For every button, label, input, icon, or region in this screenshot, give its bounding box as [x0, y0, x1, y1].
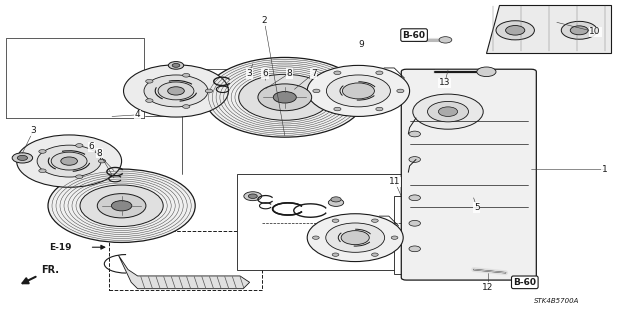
Circle shape — [205, 89, 212, 93]
Text: 9: 9 — [359, 40, 364, 49]
Circle shape — [51, 152, 87, 170]
Circle shape — [376, 107, 383, 111]
Text: FR.: FR. — [22, 265, 59, 283]
Circle shape — [372, 253, 378, 256]
Text: 13: 13 — [439, 78, 451, 87]
Text: 11: 11 — [389, 177, 401, 186]
Circle shape — [172, 63, 180, 67]
Circle shape — [312, 236, 319, 239]
Circle shape — [477, 67, 496, 77]
Text: 5: 5 — [474, 203, 479, 212]
Circle shape — [438, 107, 458, 116]
Circle shape — [239, 74, 331, 120]
Circle shape — [111, 201, 132, 211]
Circle shape — [561, 21, 597, 39]
Circle shape — [409, 195, 420, 201]
FancyBboxPatch shape — [109, 231, 262, 290]
Text: 3: 3 — [247, 69, 252, 78]
Text: 7: 7 — [311, 69, 316, 78]
Circle shape — [307, 65, 410, 116]
Circle shape — [413, 94, 483, 129]
Circle shape — [39, 169, 46, 173]
Circle shape — [258, 84, 312, 111]
Text: 6: 6 — [89, 142, 94, 151]
Circle shape — [570, 26, 588, 35]
Circle shape — [182, 105, 190, 108]
Circle shape — [146, 99, 153, 102]
Circle shape — [182, 73, 190, 77]
Circle shape — [12, 153, 33, 163]
Circle shape — [342, 83, 374, 99]
Circle shape — [17, 155, 28, 160]
Circle shape — [158, 82, 194, 100]
Text: 8: 8 — [287, 69, 292, 78]
Circle shape — [409, 131, 420, 137]
Circle shape — [496, 21, 534, 40]
Circle shape — [332, 253, 339, 256]
Circle shape — [326, 75, 390, 107]
Circle shape — [439, 37, 452, 43]
Circle shape — [326, 223, 385, 252]
Circle shape — [168, 87, 184, 95]
Circle shape — [334, 107, 341, 111]
Circle shape — [409, 157, 420, 162]
Circle shape — [273, 92, 296, 103]
Circle shape — [409, 246, 420, 252]
Circle shape — [331, 197, 341, 202]
Circle shape — [205, 57, 365, 137]
Circle shape — [332, 219, 339, 222]
Text: STK4B5700A: STK4B5700A — [534, 299, 579, 304]
Circle shape — [428, 101, 468, 122]
Circle shape — [391, 236, 398, 239]
Text: 10: 10 — [589, 27, 601, 36]
Circle shape — [168, 62, 184, 69]
Circle shape — [146, 79, 153, 83]
FancyBboxPatch shape — [394, 196, 467, 274]
FancyBboxPatch shape — [237, 174, 410, 270]
Circle shape — [61, 157, 77, 165]
FancyBboxPatch shape — [401, 69, 536, 280]
Text: 8: 8 — [97, 149, 102, 158]
Circle shape — [341, 231, 369, 245]
Circle shape — [48, 169, 195, 242]
Circle shape — [97, 194, 146, 218]
Circle shape — [76, 175, 83, 179]
Text: 4: 4 — [135, 110, 140, 119]
Text: 2: 2 — [262, 16, 267, 25]
Text: E-19: E-19 — [49, 243, 72, 252]
Circle shape — [328, 199, 344, 206]
Circle shape — [334, 71, 341, 75]
Text: 1: 1 — [602, 165, 607, 174]
Polygon shape — [118, 255, 250, 289]
Circle shape — [39, 150, 46, 153]
Circle shape — [409, 220, 420, 226]
Circle shape — [307, 214, 403, 262]
Text: B-60: B-60 — [403, 31, 426, 40]
Polygon shape — [486, 5, 611, 53]
Circle shape — [372, 219, 378, 222]
Circle shape — [17, 135, 122, 187]
Text: 6: 6 — [262, 69, 268, 78]
Circle shape — [99, 159, 106, 163]
Circle shape — [313, 89, 320, 93]
Text: 12: 12 — [482, 283, 493, 292]
Circle shape — [397, 89, 404, 93]
Circle shape — [144, 75, 208, 107]
Text: B-60: B-60 — [513, 278, 536, 287]
Circle shape — [76, 144, 83, 147]
Circle shape — [248, 194, 257, 198]
Circle shape — [506, 26, 525, 35]
Circle shape — [37, 145, 101, 177]
Circle shape — [376, 71, 383, 75]
Circle shape — [124, 65, 228, 117]
Circle shape — [80, 185, 163, 226]
Circle shape — [244, 192, 262, 201]
Text: 3: 3 — [31, 126, 36, 135]
